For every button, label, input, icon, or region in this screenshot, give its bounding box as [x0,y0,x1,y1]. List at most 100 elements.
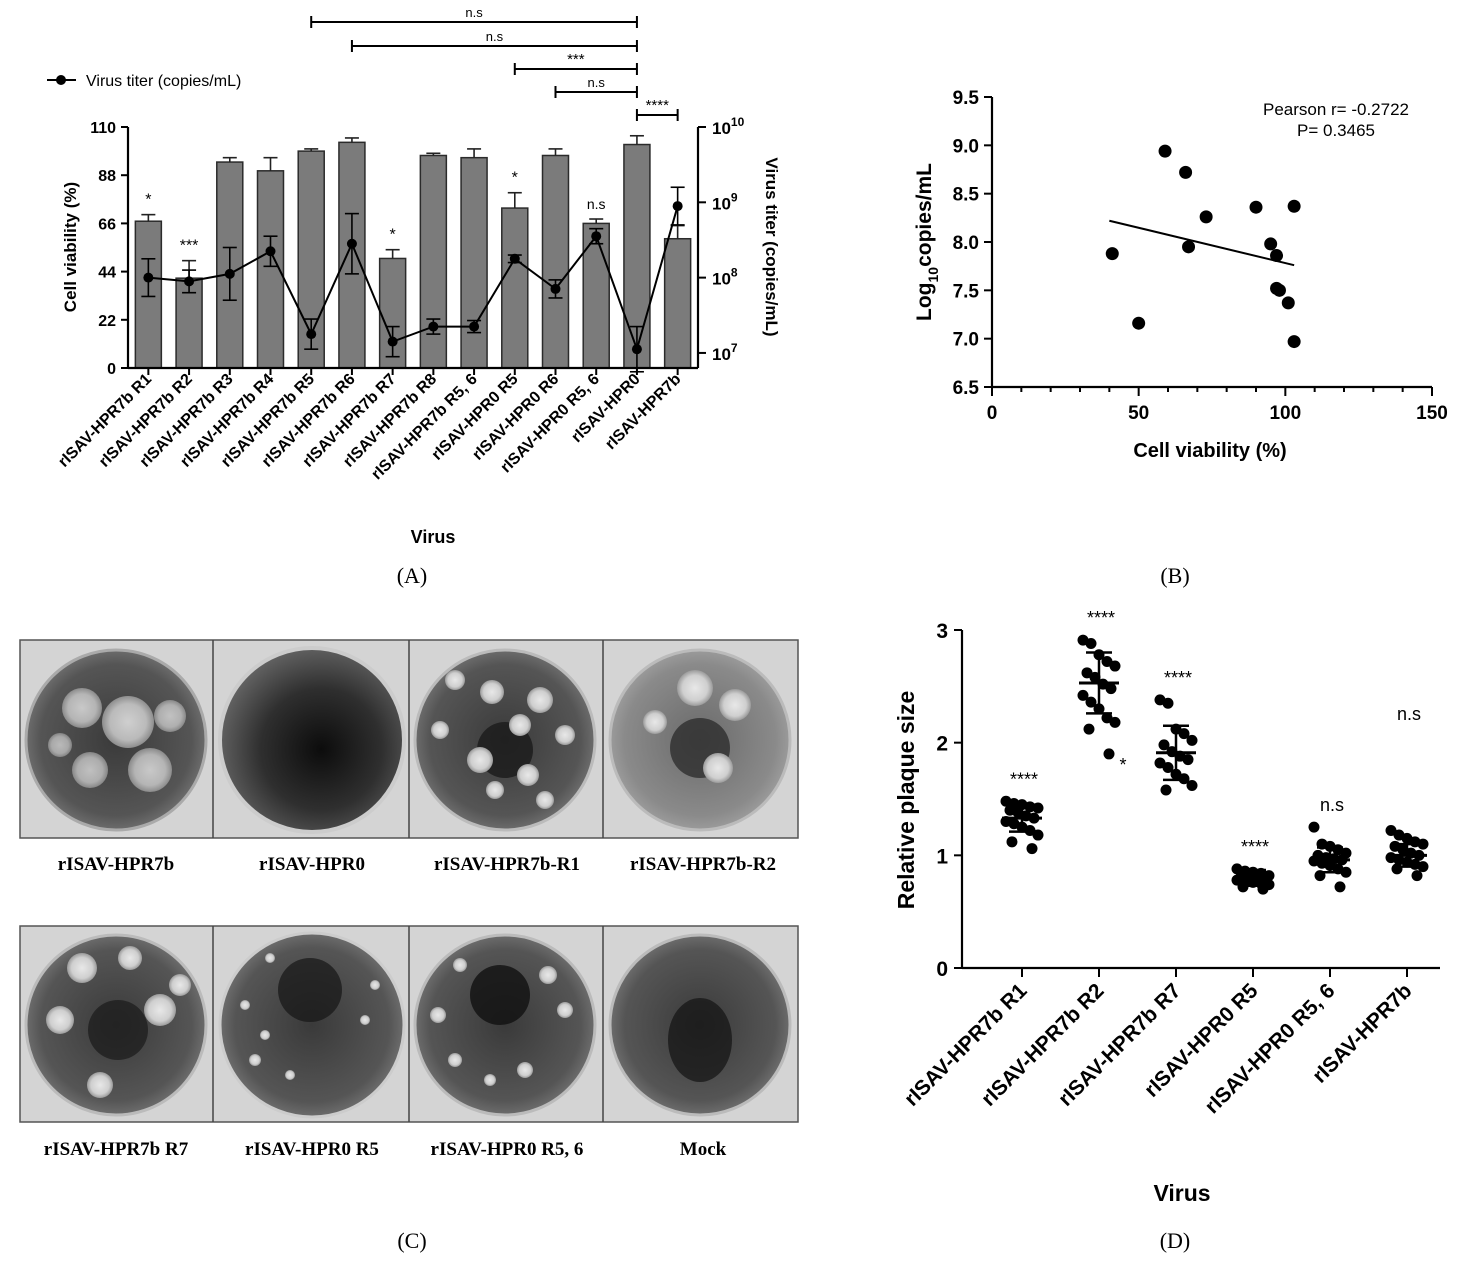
a-bracket-label: n.s [486,29,504,44]
a-caption: (A) [397,563,428,588]
plate-label-6: rISAV-HPR0 R5 [245,1139,379,1160]
d-point [1109,716,1121,728]
d-points [1000,634,1429,895]
plate-label-1: rISAV-HPR7b [58,854,174,875]
d-y-axis-title: Relative plaque size [893,691,919,910]
d-point [1182,754,1194,766]
plate-label-5: rISAV-HPR7b R7 [44,1139,189,1160]
b-point [1199,210,1213,224]
d-point [1334,881,1346,893]
a-right-tick-label: 107 [712,341,738,364]
plate-label-4: rISAV-HPR7b-R2 [630,854,776,875]
d-point [1154,757,1166,769]
d-y-tick-label: 2 [936,733,948,756]
d-caption: (D) [1160,1228,1191,1253]
d-sig-mark: n.s [1397,704,1421,724]
d-point [1340,866,1352,878]
plate-label-7: rISAV-HPR0 R5, 6 [431,1139,584,1160]
a-titer-point [306,329,317,340]
d-point [1417,861,1429,873]
d-point [1385,825,1397,837]
a-right-axis-title: Virus titer (copies/mL) [762,157,781,336]
c-caption: (C) [397,1228,426,1253]
b-points [1105,144,1301,349]
panel-c: rISAV-HPR7b rISAV-HPR0 rISAV-HPR7b-R1 rI… [19,639,799,1253]
a-bar [582,222,610,369]
a-bracket-label: n.s [588,75,606,90]
d-point [1162,761,1174,773]
d-point [1101,656,1113,668]
well-mock [608,933,792,1117]
plate-row-1 [19,639,799,839]
a-bar [419,154,448,369]
d-y-tick-label: 0 [936,958,948,981]
a-right-tick-label: 108 [712,266,738,289]
a-sig-mark: * [390,227,396,244]
d-y-tick-label: 3 [936,620,948,643]
b-x-tick-label: 0 [987,403,998,424]
a-bar [501,207,529,369]
a-titer-point [509,253,520,264]
b-y-tick-label: 7.5 [953,281,980,302]
b-point [1179,165,1193,179]
b-regression-line [1109,219,1295,267]
a-titer-path [148,205,679,353]
a-sig-mark: * [512,170,518,187]
d-point [1101,712,1113,724]
well-hpr0-r5-6 [413,933,597,1117]
a-bracket-label: *** [567,51,585,68]
a-left-tick-label: 66 [98,216,116,233]
panel-a: ******n.s n.sn.s***n.s**** 022446688110 … [47,5,781,588]
a-legend-label: Virus titer (copies/mL) [86,73,241,90]
a-sig-mark: *** [180,238,199,255]
b-pearson-r: Pearson r= -0.2722 [1263,100,1409,119]
a-right-ticks: 107 108 109 1010 [698,115,745,364]
a-bar [663,237,692,369]
a-titer-point [469,321,480,332]
svg-text:Log10copies/mL: Log10copies/mL [913,163,941,321]
a-left-tick-label: 110 [90,120,116,137]
d-sig-mark: **** [1087,608,1115,628]
a-bar [541,154,570,369]
b-point [1264,237,1278,251]
a-left-tick-label: 88 [98,168,116,185]
a-titer-point [346,238,357,249]
a-right-tick-label: 1010 [712,115,745,138]
b-point [1287,335,1301,349]
d-sig-mark: **** [1010,769,1038,789]
d-point [1085,638,1097,650]
a-significance-marks: ******n.s [145,170,605,255]
d-x-tick-label: rISAV-HPR0 R5, 6 [1201,979,1340,1118]
d-sig-mark: **** [1164,668,1192,688]
a-titer-point [184,276,195,287]
d-point [1109,660,1121,672]
a-left-axis-title: Cell viability (%) [61,182,80,312]
b-point [1287,199,1301,213]
a-left-tick-label: 0 [107,361,116,378]
b-y-tick-label: 8.5 [953,185,980,206]
a-titer-point [631,344,642,355]
b-point [1182,240,1196,254]
a-right-tick-label: 109 [712,190,738,213]
d-point [1103,748,1115,760]
a-titer-point [265,246,276,257]
d-point [1026,843,1038,855]
a-titer-point [428,321,439,332]
d-point [1391,863,1403,875]
d-y-ticks: 0 1 2 3 [936,620,962,981]
well-hpr7b-r7 [24,933,208,1117]
b-x-ticks: 0 50 100 150 [987,387,1448,424]
d-point [1032,802,1044,814]
plate-label-2: rISAV-HPR0 [259,854,365,875]
d-point [1006,836,1018,848]
a-titer-point [672,201,683,212]
b-y-tick-label: 6.5 [953,378,980,399]
d-point [1077,689,1089,701]
d-sig-mark: n.s [1320,795,1344,815]
d-mean-sd-bars [1002,651,1427,888]
d-point [1083,723,1095,735]
a-bar [460,156,488,369]
a-left-ticks: 0 22 44 66 88 110 [90,120,128,378]
